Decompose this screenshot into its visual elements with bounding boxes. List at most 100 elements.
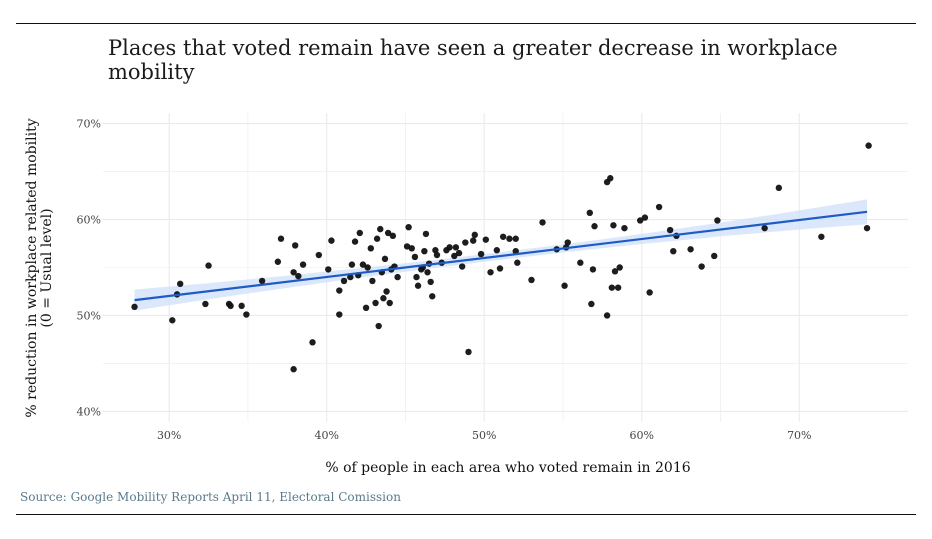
data-point bbox=[383, 288, 390, 295]
data-point bbox=[616, 264, 623, 271]
x-tick-label: 40% bbox=[314, 429, 338, 442]
data-point bbox=[243, 311, 250, 318]
data-point bbox=[865, 142, 872, 149]
data-point bbox=[470, 237, 477, 244]
data-point bbox=[309, 339, 316, 346]
data-point bbox=[427, 278, 434, 286]
y-axis-title-line-1: % reduction in workplace related mobilit… bbox=[24, 118, 40, 417]
x-tick-label: 70% bbox=[787, 429, 811, 442]
data-point bbox=[818, 233, 825, 240]
data-point bbox=[414, 282, 422, 289]
chart-title: Places that voted remain have seen a gre… bbox=[108, 36, 838, 84]
data-point bbox=[458, 263, 466, 270]
y-axis-title: % reduction in workplace related mobilit… bbox=[24, 118, 55, 417]
data-point bbox=[482, 236, 490, 243]
data-point bbox=[381, 255, 389, 263]
data-point bbox=[291, 242, 299, 249]
data-point bbox=[512, 235, 519, 242]
data-point bbox=[394, 273, 401, 281]
x-tick-label: 50% bbox=[472, 429, 496, 442]
data-point bbox=[775, 184, 783, 192]
data-point bbox=[315, 251, 323, 259]
data-point bbox=[373, 235, 381, 242]
data-point bbox=[698, 263, 705, 270]
data-point bbox=[588, 300, 595, 308]
data-point bbox=[607, 175, 614, 182]
data-point bbox=[347, 273, 354, 281]
data-point bbox=[367, 245, 375, 252]
data-point bbox=[477, 250, 485, 258]
source-note: Source: Google Mobility Reports April 11… bbox=[20, 490, 401, 504]
data-point bbox=[413, 273, 420, 281]
y-tick-label: 40% bbox=[77, 405, 101, 418]
data-point bbox=[411, 253, 419, 261]
data-point bbox=[496, 265, 504, 272]
data-point bbox=[328, 237, 335, 244]
data-point bbox=[277, 235, 285, 242]
data-point bbox=[348, 261, 356, 268]
data-point bbox=[372, 299, 379, 307]
x-tick-labels: 30% 40% 50% 60% 70% bbox=[157, 429, 812, 442]
data-point bbox=[564, 239, 571, 246]
data-point bbox=[561, 282, 568, 289]
data-point bbox=[591, 223, 598, 230]
data-point bbox=[493, 247, 501, 254]
y-axis-title-line-2: (0 = Usual level) bbox=[39, 208, 55, 327]
data-point bbox=[364, 264, 371, 271]
data-point bbox=[169, 317, 176, 324]
data-point bbox=[514, 259, 521, 266]
data-point bbox=[621, 224, 628, 232]
data-point bbox=[340, 277, 348, 285]
data-point bbox=[610, 222, 617, 229]
data-point bbox=[359, 261, 367, 268]
data-point bbox=[586, 209, 593, 217]
data-point bbox=[711, 252, 718, 260]
data-point bbox=[258, 277, 266, 285]
data-point bbox=[336, 287, 343, 294]
data-point bbox=[176, 280, 184, 288]
data-point bbox=[336, 311, 343, 318]
data-point bbox=[487, 269, 494, 276]
data-point bbox=[611, 268, 619, 275]
data-point bbox=[421, 247, 428, 255]
data-point bbox=[471, 231, 478, 239]
grid bbox=[103, 113, 908, 422]
data-point bbox=[539, 219, 546, 226]
trend-line bbox=[134, 210, 868, 302]
trend-line-layer bbox=[134, 210, 868, 302]
data-point bbox=[424, 269, 431, 276]
data-point bbox=[290, 269, 297, 276]
data-point bbox=[451, 252, 458, 260]
data-point bbox=[714, 217, 721, 224]
x-tick-label: 30% bbox=[157, 429, 181, 442]
data-point bbox=[325, 266, 332, 273]
data-point bbox=[362, 304, 370, 312]
data-point bbox=[386, 299, 393, 307]
y-tick-label: 60% bbox=[77, 214, 101, 227]
data-point bbox=[512, 247, 519, 255]
data-point bbox=[499, 233, 507, 240]
data-point bbox=[377, 225, 384, 233]
data-point bbox=[452, 244, 460, 251]
data-point bbox=[506, 235, 513, 242]
data-point bbox=[205, 262, 212, 269]
data-point bbox=[274, 258, 282, 265]
y-tick-label: 70% bbox=[77, 118, 101, 131]
data-point bbox=[295, 272, 302, 280]
data-point bbox=[422, 230, 430, 238]
top-rule bbox=[16, 23, 916, 24]
data-point bbox=[636, 217, 644, 224]
data-point bbox=[687, 246, 694, 253]
data-point bbox=[614, 284, 622, 291]
data-point bbox=[389, 232, 397, 240]
data-point bbox=[446, 244, 453, 251]
data-point bbox=[655, 203, 663, 211]
data-point bbox=[356, 229, 363, 237]
data-point bbox=[608, 284, 616, 291]
data-point bbox=[408, 245, 415, 252]
data-point bbox=[761, 224, 768, 232]
data-point bbox=[462, 239, 469, 246]
data-point bbox=[202, 300, 209, 308]
x-axis-title: % of people in each area who voted remai… bbox=[325, 460, 690, 476]
